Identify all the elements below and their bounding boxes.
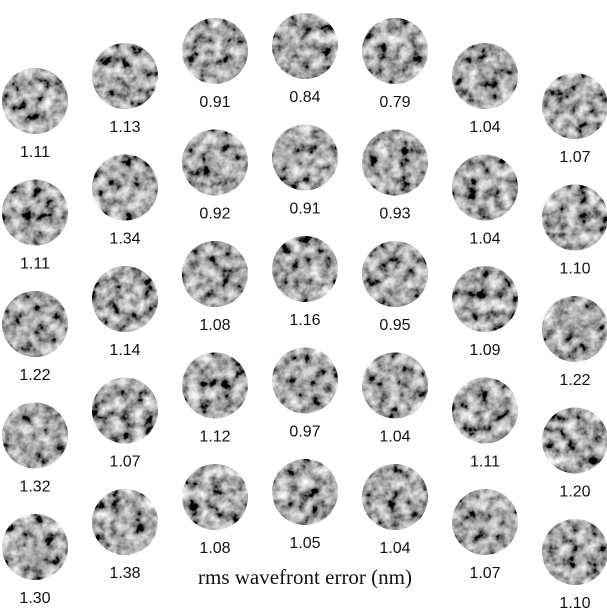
rms-label: 1.38 xyxy=(109,565,140,582)
rms-label: 0.91 xyxy=(199,94,230,111)
rms-label: 1.12 xyxy=(199,429,230,446)
wavefront-map xyxy=(452,489,518,555)
wavefront-map xyxy=(2,291,68,357)
rms-label: 1.04 xyxy=(379,540,410,557)
wavefront-map xyxy=(452,43,518,109)
wavefront-map xyxy=(362,18,428,84)
wavefront-map xyxy=(542,185,607,251)
wavefront-map xyxy=(272,125,338,191)
rms-label: 1.22 xyxy=(559,372,590,389)
figure: rms wavefront error (nm) 1.11 1.11 1.22 1.3… xyxy=(0,0,607,609)
wavefront-map xyxy=(542,408,607,474)
wavefront-map xyxy=(272,236,338,302)
rms-label: 1.04 xyxy=(469,119,500,136)
rms-label: 1.10 xyxy=(559,595,590,609)
wavefront-map xyxy=(92,266,158,332)
rms-label: 0.84 xyxy=(289,89,320,106)
rms-label: 1.08 xyxy=(199,317,230,334)
wavefront-map xyxy=(2,68,68,134)
rms-label: 1.22 xyxy=(19,367,50,384)
rms-label: 0.97 xyxy=(289,424,320,441)
wavefront-map xyxy=(182,464,248,530)
rms-label: 0.93 xyxy=(379,206,410,223)
rms-label: 1.11 xyxy=(20,256,50,273)
wavefront-map xyxy=(2,514,68,580)
rms-label: 1.04 xyxy=(469,231,500,248)
wavefront-map xyxy=(452,266,518,332)
wavefront-map xyxy=(362,130,428,196)
rms-label: 1.07 xyxy=(109,454,140,471)
wavefront-map xyxy=(542,296,607,362)
wavefront-map xyxy=(2,180,68,246)
wavefront-map xyxy=(182,353,248,419)
rms-label: 1.34 xyxy=(109,231,140,248)
caption: rms wavefront error (nm) xyxy=(198,565,412,589)
wavefront-map xyxy=(182,18,248,84)
rms-label: 1.04 xyxy=(379,429,410,446)
rms-label: 1.09 xyxy=(469,342,500,359)
wavefront-map xyxy=(542,73,607,139)
wavefront-map xyxy=(362,241,428,307)
rms-label: 0.92 xyxy=(199,206,230,223)
wavefront-map xyxy=(452,378,518,444)
wavefront-map xyxy=(92,489,158,555)
wavefront-map xyxy=(2,403,68,469)
rms-label: 1.14 xyxy=(109,342,140,359)
wavefront-map xyxy=(362,464,428,530)
rms-label: 1.13 xyxy=(109,119,140,136)
rms-label: 1.16 xyxy=(289,312,320,329)
rms-label: 1.07 xyxy=(559,149,590,166)
rms-label: 1.07 xyxy=(469,565,500,582)
rms-label: 1.08 xyxy=(199,540,230,557)
wavefront-map xyxy=(272,348,338,414)
rms-label: 1.11 xyxy=(470,454,500,471)
rms-label: 1.05 xyxy=(289,535,320,552)
wavefront-map xyxy=(92,155,158,221)
rms-label: 1.11 xyxy=(20,144,50,161)
wavefront-map xyxy=(272,459,338,525)
rms-label: 0.79 xyxy=(379,94,410,111)
rms-label: 1.30 xyxy=(19,590,50,607)
rms-label: 1.10 xyxy=(559,261,590,278)
rms-label: 1.20 xyxy=(559,484,590,501)
rms-label: 0.91 xyxy=(289,201,320,218)
rms-label: 1.32 xyxy=(19,479,50,496)
wavefront-map xyxy=(182,241,248,307)
wavefront-map xyxy=(272,13,338,79)
wavefront-map xyxy=(452,155,518,221)
wavefront-map xyxy=(92,43,158,109)
wavefront-map xyxy=(182,130,248,196)
wavefront-map xyxy=(92,378,158,444)
rms-label: 0.95 xyxy=(379,317,410,334)
wavefront-map xyxy=(362,353,428,419)
wavefront-map xyxy=(542,519,607,585)
